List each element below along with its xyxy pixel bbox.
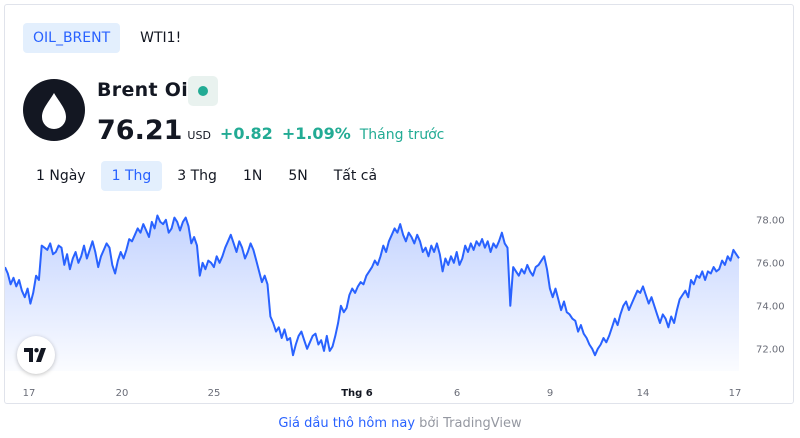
range-tab-1m[interactable]: 1 Thg [100,161,163,191]
y-tick-label: 72.00 [756,344,785,355]
tradingview-logo-icon[interactable] [17,336,55,374]
symbol-name: Brent Oil [97,79,195,101]
market-status-badge[interactable] [188,76,218,106]
range-tab-1y[interactable]: 1N [242,168,263,184]
x-tick-label: 17 [729,388,742,399]
x-tick-label: 25 [208,388,221,399]
attribution-link[interactable]: Giá dầu thô hôm nay [278,416,416,431]
y-tick-label: 74.00 [756,301,785,312]
range-tab-5y[interactable]: 5N [288,168,308,184]
price-change: +0.82 [219,124,273,143]
y-tick-label: 76.00 [756,258,785,269]
range-tab-3m[interactable]: 3 Thg [177,168,217,184]
x-tick-label: 20 [116,388,129,399]
quote-row: 76.21 USD +0.82 +1.09% Tháng trước [97,115,444,146]
x-tick-label: 6 [454,388,460,399]
y-axis: 78.00 76.00 74.00 72.00 [756,215,785,355]
x-tick-label: Thg 6 [341,388,373,399]
x-tick-label: 9 [547,388,553,399]
price-chart[interactable]: 78.00 76.00 74.00 72.00 17 20 25 Thg 6 6 9 14 17 [5,205,793,403]
oil-drop-icon [23,79,85,141]
tab-wti[interactable]: WTI1! [140,30,182,46]
range-tab-all[interactable]: Tất cả [333,168,378,184]
date-range-tabs: 1 Ngày 1 Thg 3 Thg 1N 5N Tất cả [25,161,388,191]
price-change-percent: +1.09% [281,124,351,143]
attribution-suffix: bởi TradingView [415,416,522,431]
range-tab-1d[interactable]: 1 Ngày [36,168,86,184]
market-status-dot [198,86,208,96]
x-tick-label: 17 [23,388,36,399]
symbol-tabs: OIL_BRENT WTI1! [23,23,191,53]
y-tick-label: 78.00 [756,215,785,226]
tab-oil-brent[interactable]: OIL_BRENT [23,23,121,53]
symbol-overview-widget: OIL_BRENT WTI1! Brent Oil 76.21 USD +0.8… [4,4,794,404]
period-note: Tháng trước [359,127,445,143]
price-area-fill [5,215,739,371]
price-line [5,214,740,357]
x-tick-label: 14 [637,388,650,399]
currency-label: USD [187,129,211,142]
last-price: 76.21 [97,115,183,146]
attribution-footer: Giá dầu thô hôm nay bởi TradingView [0,416,800,431]
x-axis: 17 20 25 Thg 6 6 9 14 17 [23,388,742,399]
